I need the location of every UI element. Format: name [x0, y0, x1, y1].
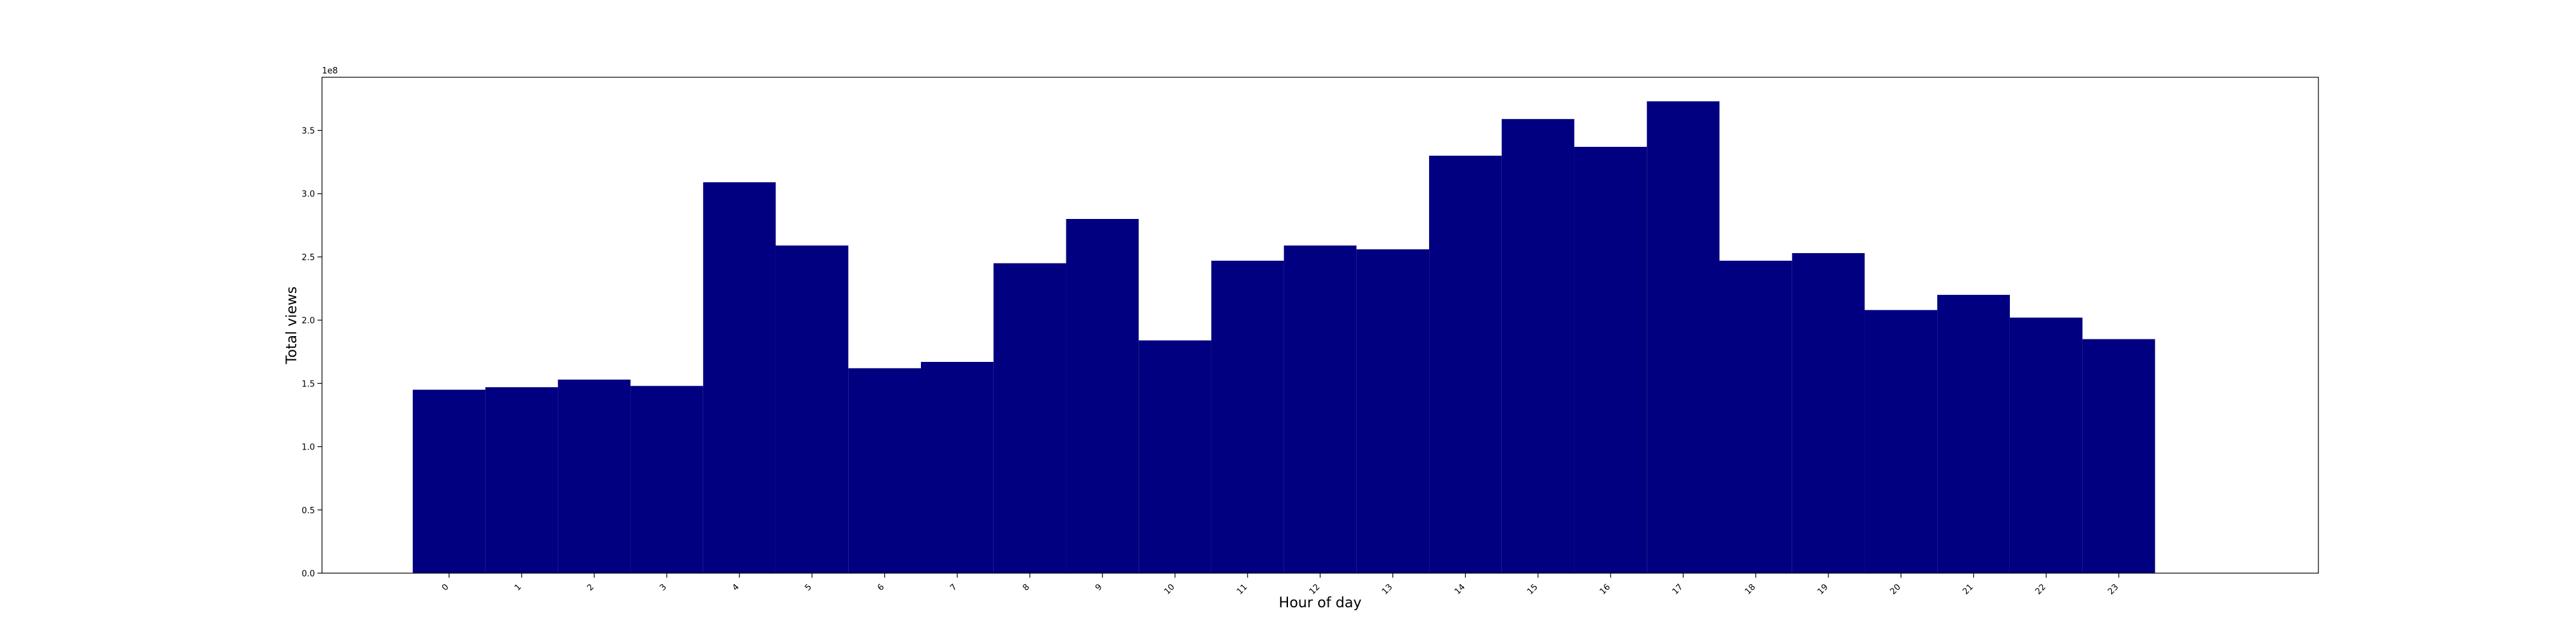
- bar-hour-14: [1429, 155, 1502, 574]
- x-tick-label: 7: [949, 582, 959, 592]
- bar-hour-4: [703, 182, 776, 573]
- x-tick-label: 13: [1380, 582, 1394, 596]
- bar-hour-3: [630, 386, 703, 573]
- y-tick-label: 2.5: [301, 253, 315, 263]
- y-tick-label: 1.5: [301, 379, 315, 389]
- bar-hour-22: [2009, 317, 2083, 573]
- bar-hour-7: [921, 361, 994, 573]
- bar-hour-11: [1211, 260, 1284, 573]
- bar-hour-15: [1501, 118, 1575, 574]
- y-axis-ticks: 0.0 0.5 1.0 1.5 2.0 2.5 3.0 3.5: [301, 127, 322, 579]
- bar-hour-20: [1864, 310, 1938, 573]
- y-tick-label: 1.0: [301, 443, 315, 453]
- bar-hour-23: [2082, 339, 2155, 573]
- x-tick-label: 11: [1235, 582, 1249, 596]
- x-axis-label: Hour of day: [1279, 595, 1362, 611]
- x-axis-ticks: 0 1 2 3 4 5 6 7 8 9 10 11 12 13 14 15 16 17 18 19 20 21 22 23: [440, 573, 2121, 597]
- x-tick-label: 2: [585, 582, 596, 592]
- x-tick-label: 18: [1743, 582, 1757, 596]
- bar-hour-5: [775, 245, 849, 573]
- x-tick-label: 14: [1453, 582, 1467, 596]
- bar-hour-1: [485, 387, 558, 573]
- bar-hour-21: [1937, 294, 2010, 573]
- x-tick-label: 0: [440, 582, 451, 592]
- x-tick-label: 8: [1021, 582, 1031, 592]
- bar-hour-13: [1356, 249, 1430, 573]
- bar-hour-6: [848, 368, 921, 573]
- y-tick-label: 0.0: [301, 569, 315, 579]
- x-tick-label: 6: [876, 582, 886, 592]
- bar-hour-0: [412, 390, 486, 573]
- y-axis-label: Total views: [284, 287, 300, 365]
- y-tick-label: 3.5: [301, 127, 315, 137]
- bar-hour-8: [993, 263, 1066, 573]
- x-tick-label: 22: [2034, 582, 2048, 596]
- x-tick-label: 4: [731, 582, 741, 592]
- bar-hour-2: [558, 379, 631, 573]
- x-tick-label: 9: [1094, 582, 1104, 592]
- x-tick-label: 10: [1162, 582, 1177, 596]
- y-tick-label: 2.0: [301, 316, 315, 326]
- x-tick-label: 21: [1961, 582, 1975, 596]
- bar-hour-12: [1283, 245, 1357, 573]
- x-tick-label: 17: [1671, 582, 1685, 596]
- x-tick-label: 16: [1598, 582, 1612, 596]
- x-tick-label: 1: [513, 582, 523, 592]
- x-tick-label: 19: [1816, 582, 1830, 596]
- x-tick-label: 23: [2107, 582, 2121, 596]
- bar-hour-9: [1066, 219, 1139, 573]
- x-tick-label: 20: [1888, 582, 1902, 596]
- bars-group: [412, 101, 2155, 574]
- bar-hour-16: [1574, 147, 1647, 574]
- y-tick-label: 0.5: [301, 506, 315, 516]
- x-tick-label: 15: [1526, 582, 1540, 596]
- x-tick-label: 5: [803, 582, 813, 592]
- bar-hour-10: [1139, 340, 1211, 573]
- bar-hour-18: [1719, 260, 1792, 573]
- y-tick-label: 3.0: [301, 190, 315, 200]
- y-axis-offset-label: 1e8: [322, 66, 338, 76]
- bar-hour-19: [1792, 253, 1865, 573]
- bar-hour-17: [1647, 101, 1719, 574]
- x-tick-label: 3: [658, 582, 668, 592]
